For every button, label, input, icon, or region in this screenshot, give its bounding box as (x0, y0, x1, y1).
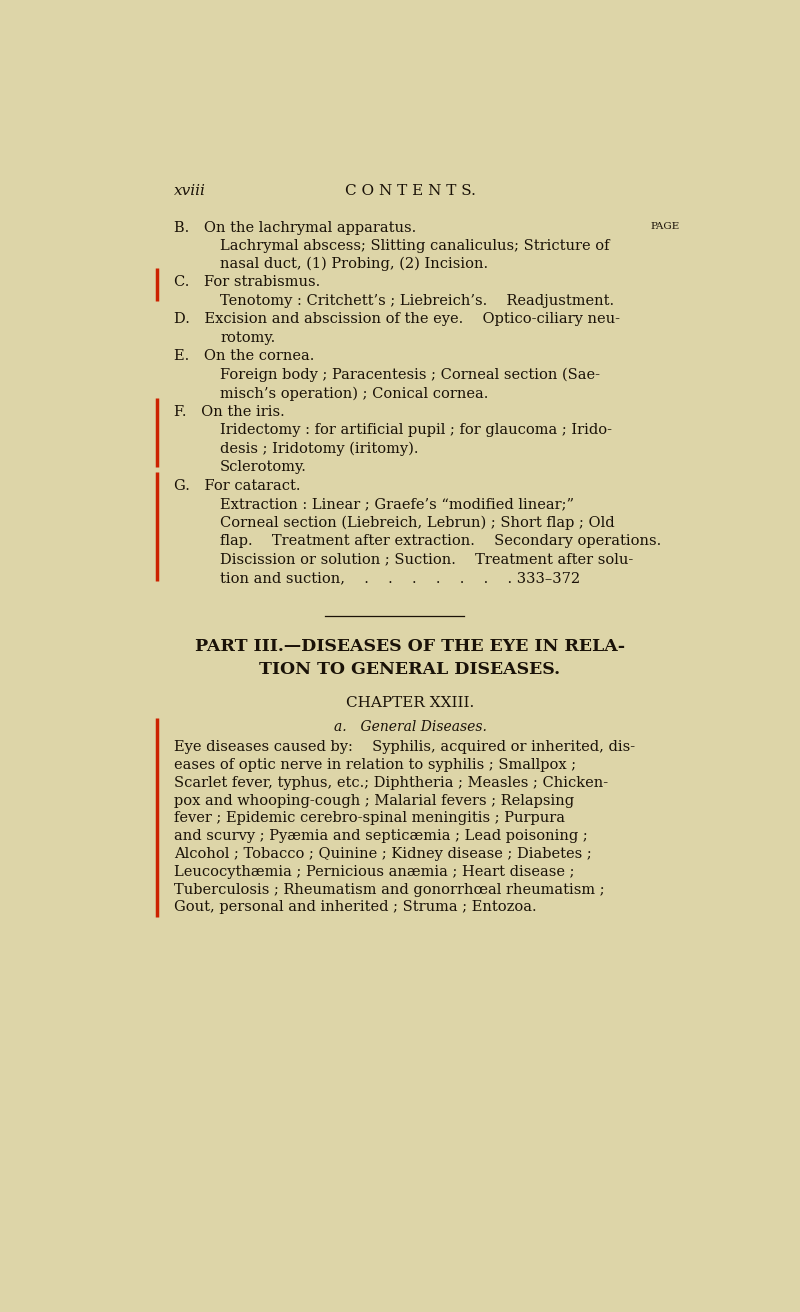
Text: C. For strabismus.: C. For strabismus. (174, 276, 320, 289)
Text: F. On the iris.: F. On the iris. (174, 404, 284, 419)
Text: Gout, personal and inherited ; Struma ; Entozoa.: Gout, personal and inherited ; Struma ; … (174, 900, 536, 914)
Text: fever ; Epidemic cerebro-spinal meningitis ; Purpura: fever ; Epidemic cerebro-spinal meningit… (174, 812, 565, 825)
Text: desis ; Iridotomy (iritomy).: desis ; Iridotomy (iritomy). (220, 442, 418, 457)
Text: PART III.—DISEASES OF THE EYE IN RELA-: PART III.—DISEASES OF THE EYE IN RELA- (195, 638, 625, 655)
Text: misch’s operation) ; Conical cornea.: misch’s operation) ; Conical cornea. (220, 386, 489, 400)
Text: Tuberculosis ; Rheumatism and gonorrhœal rheumatism ;: Tuberculosis ; Rheumatism and gonorrhœal… (174, 883, 604, 896)
Text: Eye diseases caused by:  Syphilis, acquired or inherited, dis-: Eye diseases caused by: Syphilis, acquir… (174, 740, 634, 754)
Text: eases of optic nerve in relation to syphilis ; Smallpox ;: eases of optic nerve in relation to syph… (174, 758, 576, 773)
Text: E. On the cornea.: E. On the cornea. (174, 349, 314, 363)
Text: PAGE: PAGE (650, 222, 679, 231)
Text: and scurvy ; Pyæmia and septicæmia ; Lead poisoning ;: and scurvy ; Pyæmia and septicæmia ; Lea… (174, 829, 587, 844)
Text: xviii: xviii (174, 184, 206, 198)
Text: D. Excision and abscission of the eye.  Optico-ciliary neu-: D. Excision and abscission of the eye. O… (174, 312, 620, 327)
Text: Tenotomy : Critchett’s ; Liebreich’s.  Readjustment.: Tenotomy : Critchett’s ; Liebreich’s. Re… (220, 294, 614, 308)
Text: Iridectomy : for artificial pupil ; for glaucoma ; Irido-: Iridectomy : for artificial pupil ; for … (220, 422, 612, 437)
Text: Lachrymal abscess; Slitting canaliculus; Stricture of: Lachrymal abscess; Slitting canaliculus;… (220, 239, 610, 253)
Text: Foreign body ; Paracentesis ; Corneal section (Sae-: Foreign body ; Paracentesis ; Corneal se… (220, 367, 600, 382)
Text: Alcohol ; Tobacco ; Quinine ; Kidney disease ; Diabetes ;: Alcohol ; Tobacco ; Quinine ; Kidney dis… (174, 848, 591, 861)
Text: pox and whooping-cough ; Malarial fevers ; Relapsing: pox and whooping-cough ; Malarial fevers… (174, 794, 574, 808)
Text: B. On the lachrymal apparatus.: B. On the lachrymal apparatus. (174, 220, 416, 235)
Text: Discission or solution ; Suction.  Treatment after solu-: Discission or solution ; Suction. Treatm… (220, 552, 634, 567)
Text: nasal duct, (1) Probing, (2) Incision.: nasal duct, (1) Probing, (2) Incision. (220, 257, 488, 272)
Text: a. General Diseases.: a. General Diseases. (334, 720, 486, 735)
Text: Leucocythæmia ; Pernicious anæmia ; Heart disease ;: Leucocythæmia ; Pernicious anæmia ; Hear… (174, 865, 574, 879)
Text: CHAPTER XXIII.: CHAPTER XXIII. (346, 695, 474, 710)
Text: Sclerotomy.: Sclerotomy. (220, 461, 307, 474)
Text: flap.  Treatment after extraction.  Secondary operations.: flap. Treatment after extraction. Second… (220, 534, 662, 548)
Text: C O N T E N T S.: C O N T E N T S. (345, 184, 475, 198)
Text: tion and suction,  .  .  .  .  .  .  . 333–372: tion and suction, . . . . . . . 333–372 (220, 571, 580, 585)
Text: Scarlet fever, typhus, etc.; Diphtheria ; Measles ; Chicken-: Scarlet fever, typhus, etc.; Diphtheria … (174, 775, 608, 790)
Text: Extraction : Linear ; Graefe’s “modified linear;”: Extraction : Linear ; Graefe’s “modified… (220, 497, 574, 510)
Text: Corneal section (Liebreich, Lebrun) ; Short flap ; Old: Corneal section (Liebreich, Lebrun) ; Sh… (220, 516, 614, 530)
Text: G. For cataract.: G. For cataract. (174, 479, 300, 492)
Text: rotomy.: rotomy. (220, 331, 275, 345)
Text: TION TO GENERAL DISEASES.: TION TO GENERAL DISEASES. (259, 661, 561, 678)
